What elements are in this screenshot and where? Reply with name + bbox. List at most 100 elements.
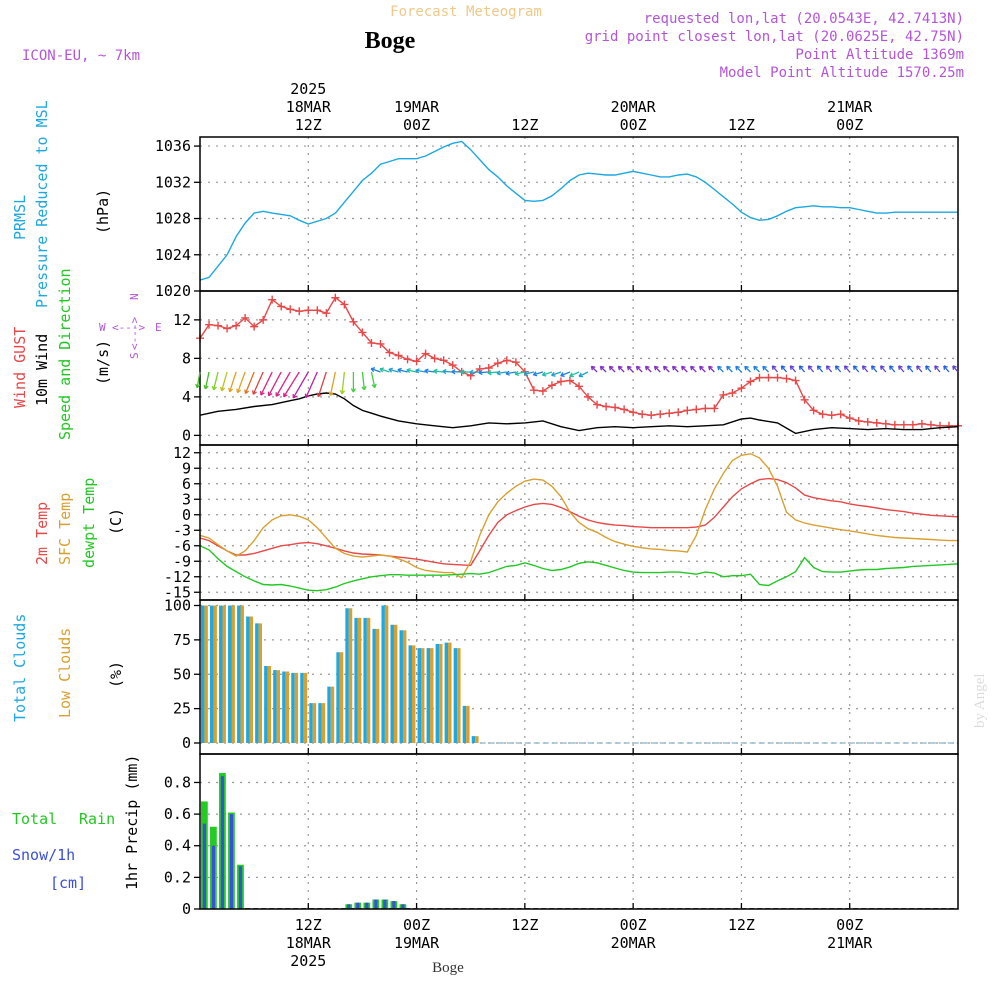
wind-arrow xyxy=(496,371,507,375)
wind-gust-label: Wind GUST xyxy=(11,327,29,408)
wind-arrow xyxy=(807,365,815,373)
gust-marker xyxy=(746,377,755,386)
precip-cm-label: [cm] xyxy=(50,874,86,892)
location-title: Boge xyxy=(365,28,416,54)
y-tick-label: 9 xyxy=(182,459,191,477)
bottom-time-label: 20MAR xyxy=(611,934,657,952)
wind-arrow-head xyxy=(236,388,242,394)
gust-marker xyxy=(872,418,881,427)
wind-arrow-head xyxy=(834,365,840,370)
top-time-label: 12Z xyxy=(295,116,322,134)
wind-arrow-head xyxy=(350,388,357,393)
gust-marker xyxy=(674,408,683,417)
bottom-time-label: 21MAR xyxy=(827,934,873,952)
wind-arrow xyxy=(204,371,210,389)
wind-arrow xyxy=(533,371,544,376)
wind-arrow-head xyxy=(514,370,520,376)
y-tick-label: 0.6 xyxy=(164,805,191,823)
wind-arrow xyxy=(844,365,851,373)
gust-marker xyxy=(448,361,457,370)
wind-arrow xyxy=(341,371,346,394)
gust-marker xyxy=(529,386,538,395)
wind-arrow xyxy=(442,370,453,373)
wind-arrow-head xyxy=(871,365,876,370)
wind-arrow xyxy=(305,371,318,398)
wind-arrow xyxy=(268,371,282,396)
precip-unit: 1hr Precip (mm) xyxy=(123,755,141,890)
wind-arrow xyxy=(699,365,706,373)
wind-arrow-head xyxy=(469,369,474,375)
wind-arrow xyxy=(762,365,769,373)
panel-4: 0 0.2 0.4 0.6 0.8 xyxy=(164,753,959,918)
low-clouds-bar xyxy=(321,703,326,743)
wind-arrow xyxy=(826,365,833,373)
gust-marker xyxy=(565,376,574,385)
gust-marker xyxy=(286,305,295,314)
low-clouds-bar xyxy=(402,630,407,743)
gust-marker xyxy=(926,420,935,429)
total-clouds-bar xyxy=(381,605,385,743)
gust-marker xyxy=(917,419,926,428)
gust-marker xyxy=(556,377,565,386)
gust-marker xyxy=(259,315,268,324)
precip-rain-label: Rain xyxy=(79,810,115,828)
y-tick-label: 1020 xyxy=(155,282,191,300)
gust-marker xyxy=(683,406,692,415)
wind-arrow xyxy=(853,365,860,373)
bottom-time-label: 00Z xyxy=(620,916,647,934)
gust-marker xyxy=(845,414,854,423)
wind-arrow-head xyxy=(505,370,510,376)
snow-bar xyxy=(347,904,351,909)
wind-arrow-head xyxy=(460,369,465,375)
pressure-panel-labels: PRMSL Pressure Reduced to MSL (hPa) xyxy=(11,100,112,308)
gust-marker xyxy=(854,416,863,425)
low-clouds-bar xyxy=(285,671,290,743)
wind-arrow xyxy=(244,371,255,394)
total-clouds-bar xyxy=(417,648,422,743)
wind-arrow xyxy=(221,371,228,392)
wind-arrow xyxy=(524,371,535,376)
low-clouds-bar xyxy=(393,624,398,743)
wind-arrow xyxy=(569,371,580,377)
low-clouds-bar xyxy=(357,617,362,743)
low-clouds-bar xyxy=(276,670,281,743)
gust-marker xyxy=(367,338,376,347)
wind-10m-label: 10m Wind xyxy=(33,334,51,406)
low-clouds-bar xyxy=(267,666,272,743)
wind-arrow xyxy=(424,369,435,373)
wind-arrow xyxy=(252,371,264,395)
panel-1: 0 4 8 12 xyxy=(173,290,962,446)
requested-coords: requested lon,lat (20.0543E, 42.7413N) xyxy=(644,11,964,27)
top-time-label: 19MAR xyxy=(394,98,440,116)
wind-arrow xyxy=(551,371,562,377)
low-clouds-bar xyxy=(330,686,335,743)
total-clouds-bar xyxy=(201,605,205,743)
wind-arrow-head xyxy=(211,385,217,391)
wind-arrow xyxy=(672,365,679,373)
credit-watermark: by Angel xyxy=(972,673,988,728)
wind-direction-arrows xyxy=(195,365,959,399)
wind-arrow-head xyxy=(487,370,492,376)
gust-marker xyxy=(935,421,944,430)
wind-arrow-head xyxy=(379,367,385,373)
wind-arrow xyxy=(329,371,336,396)
wind-arrow xyxy=(943,365,950,373)
low-clouds-bar xyxy=(366,617,371,743)
gust-marker xyxy=(629,408,638,417)
gust-marker xyxy=(322,309,331,318)
snow-bar xyxy=(392,901,396,909)
snow-bar xyxy=(220,776,225,909)
y-tick-label: 4 xyxy=(182,388,191,406)
temp-dewpt-label: dewpt Temp xyxy=(80,478,98,568)
wind-arrow-head xyxy=(304,393,310,399)
wind-arrow-head xyxy=(578,372,584,378)
wind-arrow xyxy=(283,371,300,398)
wind-arrow-head xyxy=(599,365,605,371)
low-clouds-bar xyxy=(375,628,380,743)
wind-arrow xyxy=(370,371,376,388)
wind-arrow xyxy=(505,371,516,375)
total-clouds-bar xyxy=(255,623,259,743)
y-tick-label: 3 xyxy=(182,490,191,508)
wind-arrow-head xyxy=(843,365,849,370)
gust-marker xyxy=(809,406,818,415)
